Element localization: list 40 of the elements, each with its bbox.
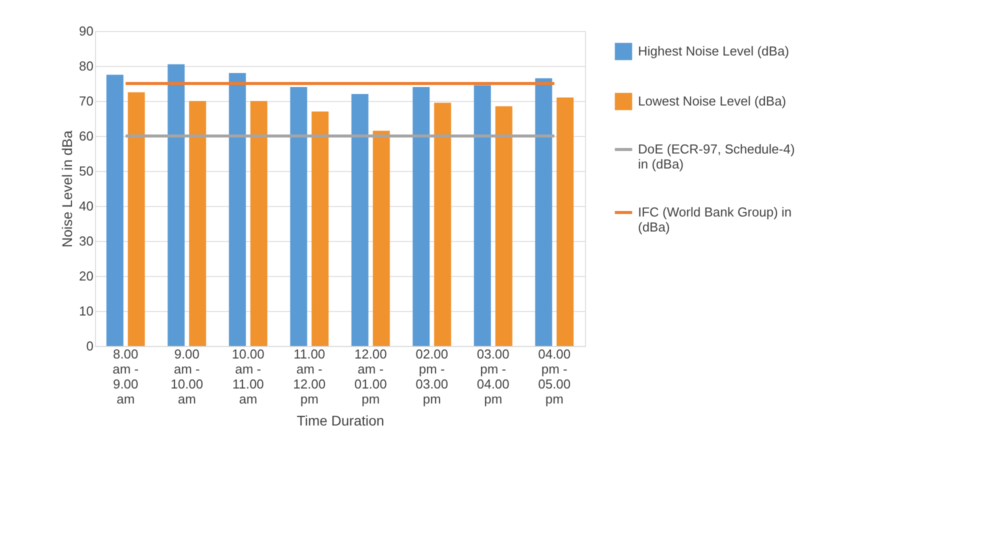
bar (535, 78, 552, 346)
bar (556, 98, 574, 346)
legend-label: DoE (ECR-97, Schedule-4) in (dBa) (638, 142, 795, 172)
bar (168, 64, 185, 346)
bar (372, 130, 390, 346)
y-tick-label: 60 (79, 128, 94, 144)
y-tick-label: 10 (79, 304, 94, 318)
bar (128, 92, 145, 346)
x-tick-label: 03.00 pm - 04.00 pm (476, 346, 510, 406)
x-tick-label: 9.00 am - 10.00 am (170, 346, 204, 406)
bar (189, 101, 206, 346)
y-tick-label: 50 (79, 164, 94, 178)
x-tick-label: 12.00 am - 01.00 pm (354, 346, 387, 406)
x-tick-label: 11.00 am - 12.00 pm (293, 346, 326, 406)
bar (412, 87, 430, 346)
bar (312, 112, 329, 346)
bar (250, 101, 268, 346)
x-tick-label: 04.00 pm - 05.00 pm (538, 346, 571, 406)
legend-label: Lowest Noise Level (dBa) (638, 94, 786, 108)
y-tick-label: 90 (79, 24, 94, 38)
x-axis-title: Time Duration (296, 412, 384, 428)
legend-label: IFC (World Bank Group) in (dBa) (638, 204, 792, 234)
y-tick-label: 40 (79, 198, 94, 214)
bar (290, 87, 308, 346)
x-tick-label: 10.00 am - 11.00 am (232, 346, 264, 406)
bar (434, 102, 452, 346)
y-tick-label: 0 (86, 338, 94, 354)
legend-label: Highest Noise Level (dBa) (638, 44, 790, 58)
bar (228, 73, 246, 346)
bar (495, 106, 512, 346)
y-tick-label: 70 (79, 94, 94, 108)
bar (474, 85, 491, 346)
bar (106, 74, 124, 346)
y-tick-label: 20 (79, 268, 94, 284)
y-tick-label: 30 (79, 234, 94, 248)
y-tick-label: 80 (79, 58, 94, 74)
x-tick-label: 02.00 pm - 03.00 pm (416, 346, 448, 406)
x-tick-label: 8.00 am - 9.00 am (112, 346, 139, 406)
bar (351, 94, 368, 346)
y-axis-title: Noise Level in dBa (59, 130, 76, 248)
